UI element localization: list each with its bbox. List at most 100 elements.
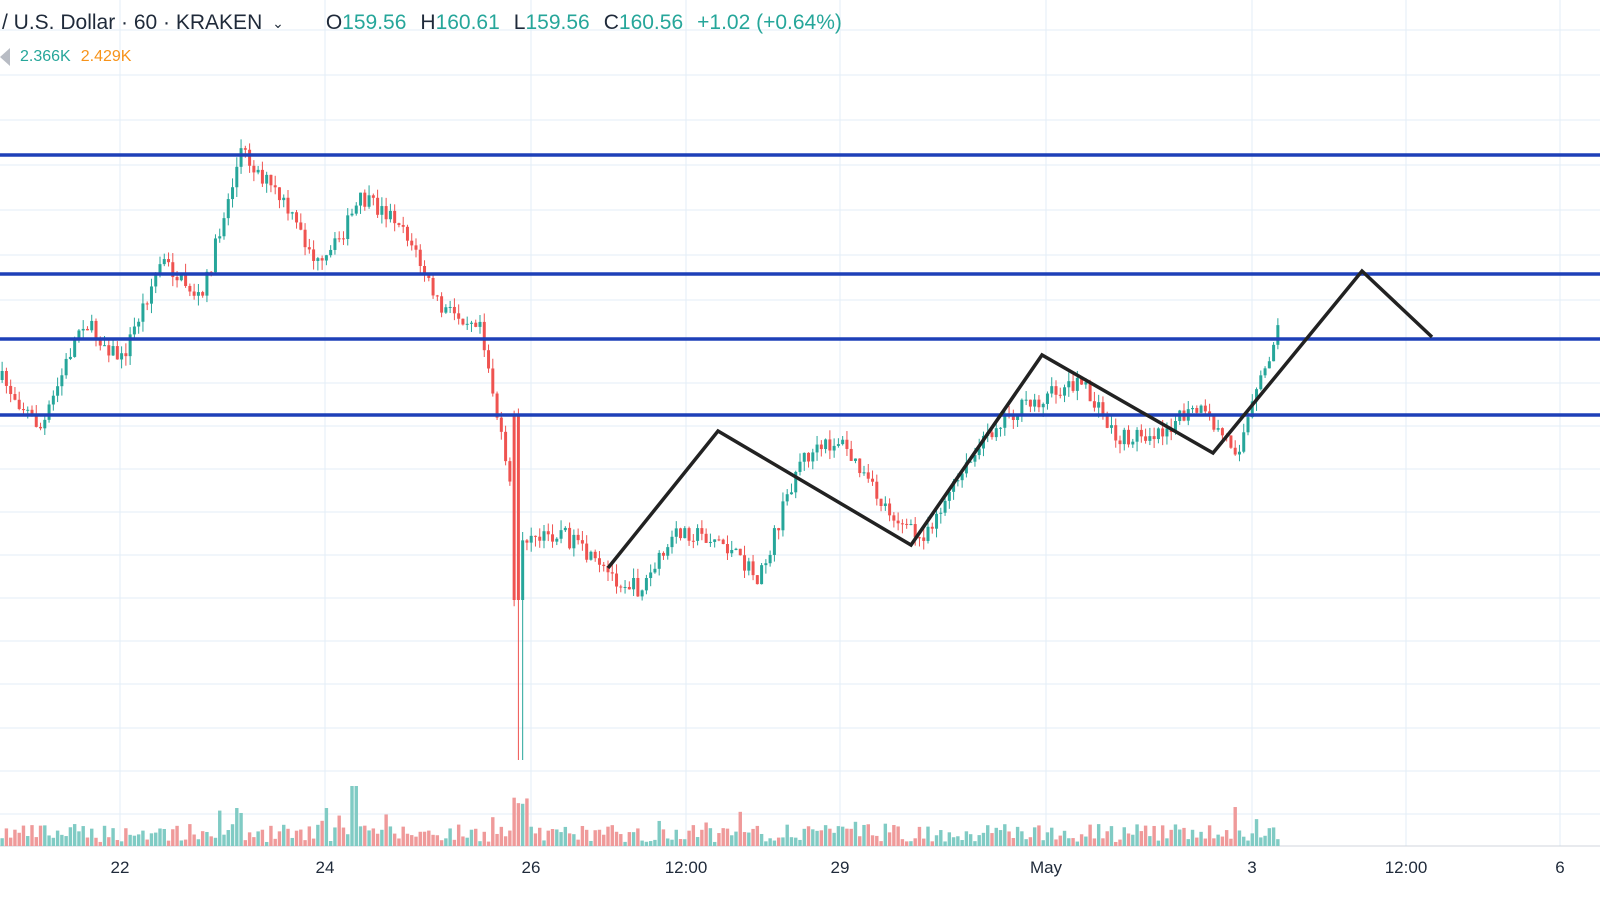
volume-bar — [1109, 826, 1114, 846]
volume-bar — [768, 838, 772, 846]
candle-body — [1272, 344, 1276, 362]
volume-bar — [1135, 824, 1139, 846]
candle-body — [495, 393, 499, 418]
candle-body — [465, 323, 469, 325]
candle-body — [990, 432, 994, 438]
volume-bar — [913, 838, 917, 846]
candle-body — [580, 540, 584, 544]
volume-bar — [72, 824, 77, 846]
volume-bar — [550, 829, 555, 846]
candle-body — [883, 503, 887, 507]
volume-bar — [1220, 836, 1225, 846]
candle-body — [917, 537, 921, 539]
volume-bar — [968, 834, 973, 846]
candle-body — [828, 439, 832, 451]
candle-body — [1259, 375, 1263, 390]
candle-body — [922, 537, 926, 541]
volume-bar — [1024, 839, 1028, 846]
volume-bar — [1122, 827, 1126, 846]
candle-body — [299, 222, 303, 230]
volume-bar — [431, 834, 435, 846]
candle-body — [457, 313, 461, 319]
volume-bar — [469, 829, 474, 846]
candle-body — [768, 554, 772, 564]
volume-bar — [226, 830, 230, 846]
volume-bar — [508, 830, 512, 846]
symbol-label: / U.S. Dollar · 60 · KRAKEN — [2, 11, 263, 34]
volume-bar — [678, 839, 683, 846]
volume-bar — [316, 824, 320, 846]
volume-bar — [111, 828, 115, 846]
candle-body — [708, 541, 712, 543]
candle-body — [666, 547, 670, 556]
candle-body — [696, 528, 700, 541]
candle-body — [832, 445, 836, 451]
volume-bar — [384, 814, 388, 846]
volume-bar — [405, 833, 410, 846]
volume-bar — [900, 839, 905, 846]
volume-bar — [1114, 841, 1118, 846]
volume-bar — [520, 803, 525, 846]
volume-bar — [875, 835, 879, 846]
candle-body — [1242, 432, 1246, 452]
horizontal-levels[interactable] — [0, 153, 1600, 417]
candle-body — [128, 334, 132, 357]
candle-body — [960, 473, 964, 481]
chevron-down-icon[interactable]: ⌄ — [272, 15, 284, 31]
candle-body — [235, 166, 239, 188]
symbol-title[interactable]: / U.S. Dollar · 60 · KRAKEN ⌄ — [0, 11, 284, 35]
candle-body — [218, 236, 222, 239]
volume-bar — [546, 830, 550, 846]
candle-body — [393, 210, 397, 224]
candle-body — [312, 249, 316, 261]
volume-bar — [998, 830, 1003, 846]
volume-bar — [559, 832, 563, 846]
candle-body — [930, 526, 934, 529]
volume-bar — [397, 838, 401, 846]
candle-body — [329, 249, 333, 256]
candle-body — [1105, 415, 1109, 428]
candle-body — [94, 320, 98, 338]
volume-bar — [367, 830, 371, 846]
candle-body — [320, 258, 324, 261]
volume-bar — [759, 833, 764, 846]
volume-bar — [94, 837, 98, 846]
volume-bar — [1263, 835, 1267, 846]
candle-body — [926, 526, 930, 541]
candle-body — [482, 321, 486, 351]
zigzag-pattern[interactable] — [606, 268, 1434, 570]
volume-bar — [896, 826, 900, 846]
volume-bar — [21, 825, 26, 846]
volume-bar — [922, 838, 926, 846]
collapse-arrow-icon[interactable] — [0, 48, 10, 66]
volume-bar — [115, 840, 120, 846]
volume-bar — [567, 833, 572, 846]
candle-body — [367, 195, 371, 207]
volume-bar — [200, 831, 205, 846]
candle-body — [77, 330, 81, 339]
candle-body — [508, 461, 512, 482]
candle-body — [623, 586, 627, 588]
volume-bar — [418, 831, 422, 846]
candle-body — [452, 306, 456, 314]
candle-body — [1250, 401, 1254, 418]
volume-bar — [1092, 838, 1097, 846]
volume-bar — [354, 786, 358, 846]
volume-bar — [695, 837, 700, 846]
candle-body — [431, 277, 435, 296]
candle-body — [649, 572, 653, 579]
candle-body — [248, 149, 252, 166]
volume-bar — [1096, 824, 1101, 846]
candle-body — [158, 264, 162, 274]
candle-body — [704, 533, 708, 543]
candle-body — [363, 192, 367, 207]
volume-bar — [858, 836, 862, 846]
volume-bar — [1242, 836, 1246, 846]
chart-grid — [0, 0, 1600, 847]
volume-bar — [337, 815, 341, 846]
candle-body — [491, 368, 495, 394]
volume-bar — [38, 825, 43, 846]
candle-body — [935, 513, 939, 529]
volume-bar — [1224, 830, 1229, 846]
